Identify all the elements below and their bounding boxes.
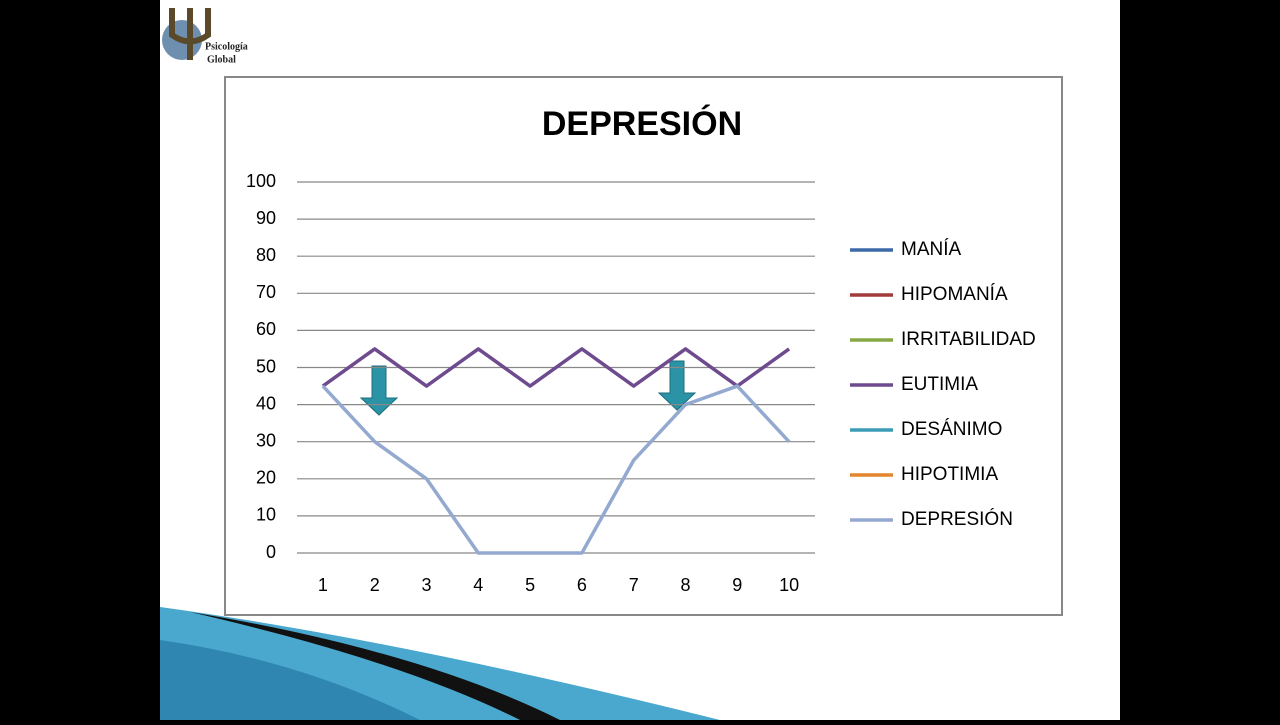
x-tick-label: 2 bbox=[370, 575, 380, 595]
y-tick-label: 30 bbox=[256, 430, 276, 450]
logo-text: Psicología bbox=[205, 41, 248, 52]
legend-label: HIPOTIMIA bbox=[901, 464, 998, 485]
y-tick-label: 60 bbox=[256, 319, 276, 339]
chart-frame bbox=[224, 76, 1063, 616]
legend-label: HIPOMANÍA bbox=[901, 284, 1008, 305]
chart-title: DEPRESIÓN bbox=[542, 105, 742, 143]
y-tick-label: 0 bbox=[266, 542, 276, 562]
x-tick-label: 1 bbox=[318, 575, 328, 595]
series-line bbox=[321, 384, 791, 555]
x-tick-label: 3 bbox=[421, 575, 431, 595]
arrow bbox=[359, 365, 399, 416]
logo: Psicología Global bbox=[162, 8, 248, 65]
swoosh bbox=[160, 607, 720, 720]
y-tick-label: 80 bbox=[256, 245, 276, 265]
legend-label: MANÍA bbox=[901, 239, 962, 260]
x-tick-label: 8 bbox=[680, 575, 690, 595]
x-tick-label: 9 bbox=[732, 575, 742, 595]
legend-label: EUTIMIA bbox=[901, 374, 978, 395]
legend-label: DESÁNIMO bbox=[901, 419, 1002, 440]
x-tick-label: 7 bbox=[629, 575, 639, 595]
swoosh-dark bbox=[160, 640, 420, 720]
legend-label: DEPRESIÓN bbox=[901, 508, 1013, 530]
y-tick-label: 100 bbox=[246, 171, 276, 191]
series-line bbox=[321, 347, 791, 388]
x-tick-label: 5 bbox=[525, 575, 535, 595]
y-tick-label: 90 bbox=[256, 208, 276, 228]
y-tick-label: 10 bbox=[256, 505, 276, 525]
logo-psi bbox=[169, 8, 211, 60]
x-tick-label: 10 bbox=[779, 575, 799, 595]
y-tick-label: 20 bbox=[256, 468, 276, 488]
logo-text: Global bbox=[207, 54, 236, 65]
x-tick-label: 6 bbox=[577, 575, 587, 595]
y-tick-label: 40 bbox=[256, 393, 276, 413]
y-tick-label: 70 bbox=[256, 282, 276, 302]
y-tick-label: 50 bbox=[256, 356, 276, 376]
x-tick-label: 4 bbox=[473, 575, 483, 595]
arrows bbox=[359, 360, 697, 416]
legend-label: IRRITABILIDAD bbox=[901, 329, 1036, 350]
swoosh-stripe bbox=[190, 612, 560, 720]
arrow bbox=[657, 360, 697, 411]
